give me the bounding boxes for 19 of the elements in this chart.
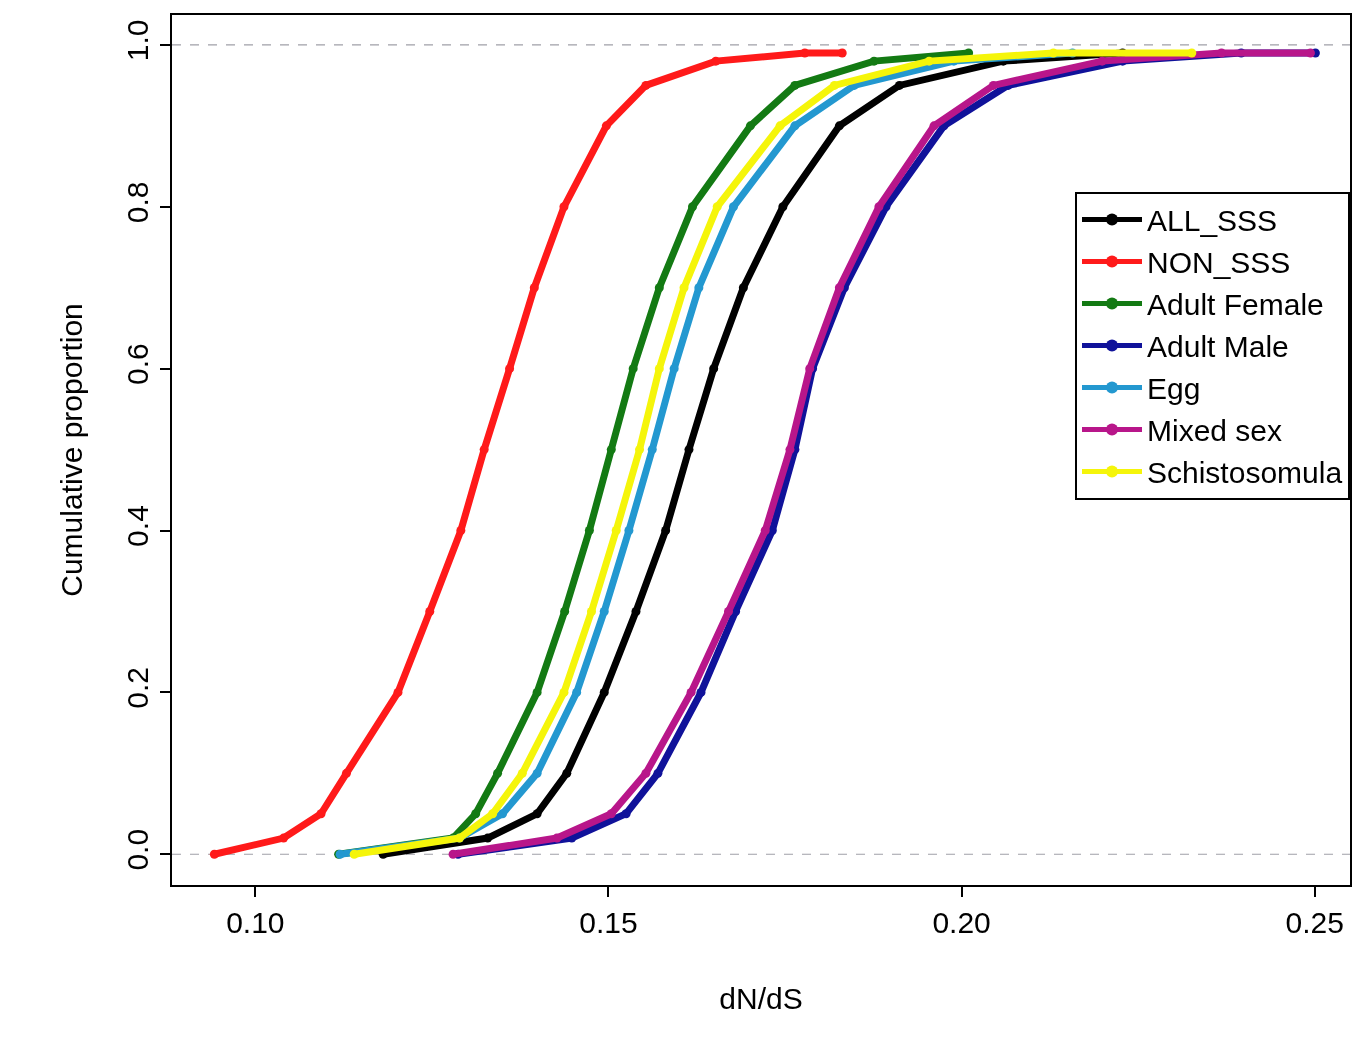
y-tick-label: 0.0 (121, 828, 154, 871)
y-tick-label: 1.0 (121, 19, 154, 62)
legend-label: Schistosomula (1147, 456, 1343, 490)
legend-label: Mixed sex (1147, 414, 1283, 448)
x-tick-label: 0.20 (932, 906, 991, 939)
legend-label: Egg (1147, 372, 1201, 406)
legend-label: NON_SSS (1147, 246, 1291, 280)
y-tick-label: 0.6 (121, 343, 154, 386)
legend-label: Adult Male (1147, 330, 1289, 364)
y-axis-title: Cumulative proportion (54, 303, 88, 597)
x-tick-label: 0.10 (226, 906, 285, 939)
y-tick-label: 0.4 (121, 505, 154, 547)
x-tick-label: 0.15 (579, 906, 638, 939)
x-tick-label: 0.25 (1285, 906, 1344, 939)
y-tick-label: 0.2 (121, 667, 154, 709)
legend-label: Adult Female (1147, 288, 1324, 322)
y-tick-label: 0.8 (121, 181, 154, 224)
legend-label: ALL_SSS (1147, 204, 1278, 238)
x-axis-title: dN/dS (719, 982, 803, 1015)
